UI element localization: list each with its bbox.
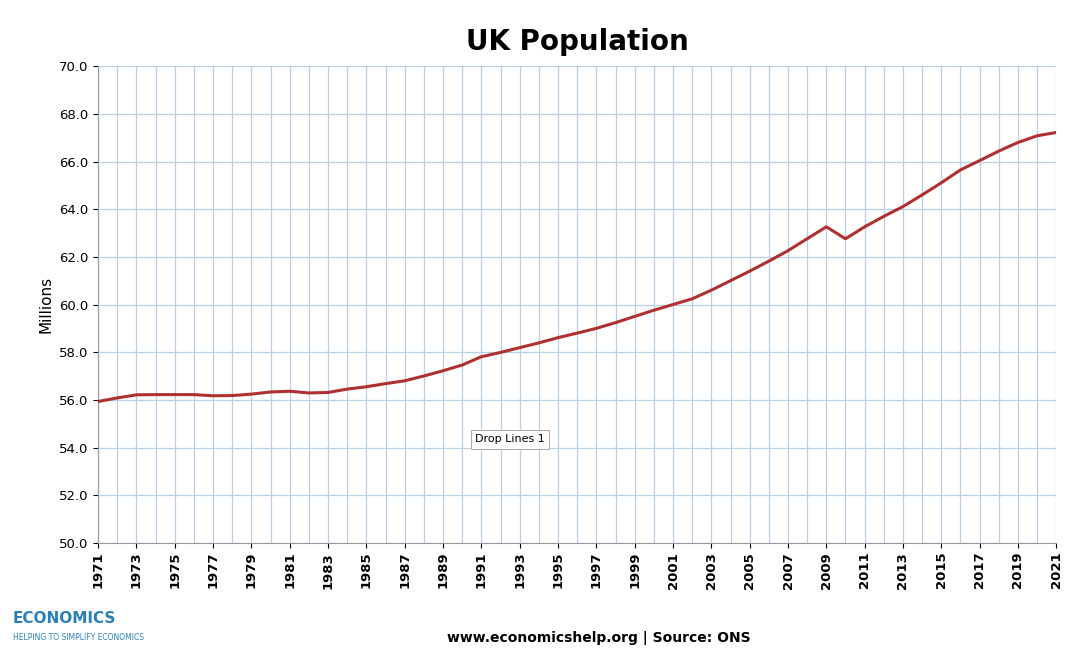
Text: ECONOMICS: ECONOMICS [13, 610, 117, 626]
Y-axis label: Millions: Millions [38, 276, 53, 333]
Text: www.economicshelp.org | Source: ONS: www.economicshelp.org | Source: ONS [448, 632, 750, 645]
Title: UK Population: UK Population [466, 28, 688, 56]
Text: HELPING TO SIMPLIFY ECONOMICS: HELPING TO SIMPLIFY ECONOMICS [13, 633, 144, 642]
Text: •HELP: •HELP [180, 618, 223, 630]
Text: Drop Lines 1: Drop Lines 1 [475, 434, 544, 444]
